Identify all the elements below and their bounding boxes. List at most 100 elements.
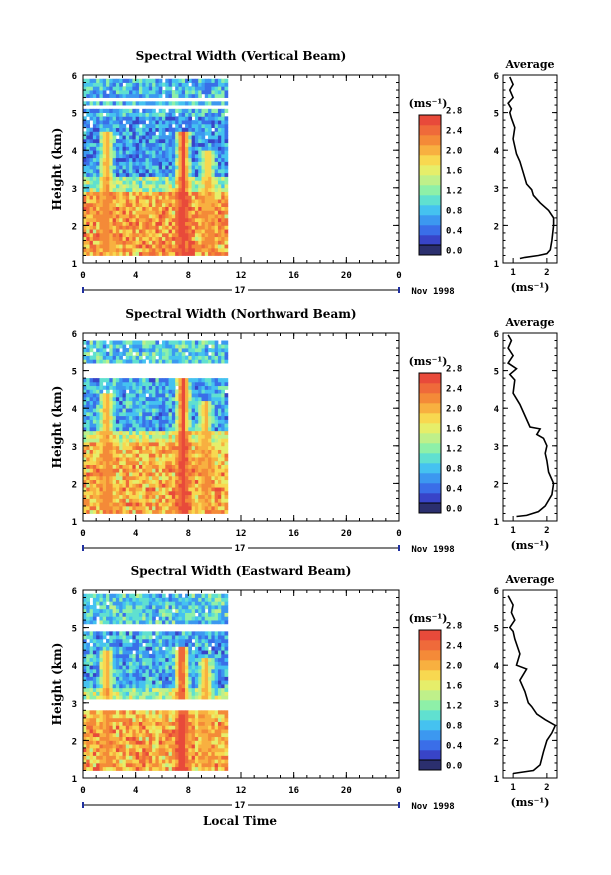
heatmap-cell-282 — [102, 187, 107, 192]
heatmap-cell-124 — [92, 509, 97, 514]
heatmap-cell-474 — [115, 131, 120, 136]
heatmap-cell-990 — [155, 199, 160, 204]
heatmap-cell-916 — [148, 138, 153, 144]
heatmap-cell-796 — [138, 78, 143, 83]
heatmap-cell-448 — [115, 232, 120, 238]
heatmap-cell-1367 — [191, 505, 196, 511]
heatmap-cell-1873 — [221, 202, 225, 207]
heatmap-cell-540 — [125, 494, 130, 499]
heatmap-cell-693 — [135, 631, 140, 636]
heatmap-cell-89 — [89, 744, 94, 749]
heatmap-cell-753 — [135, 78, 140, 83]
heatmap-cell-647 — [132, 400, 137, 405]
heatmap-cell-1708 — [208, 150, 212, 155]
heatmap-cell-1212 — [171, 184, 176, 189]
heatmap-cell-1083 — [162, 180, 166, 185]
heatmap-cell-1460 — [198, 472, 202, 477]
heatmap-cell-241 — [99, 605, 104, 610]
heatmap-cell-246 — [102, 762, 107, 768]
heatmap-cell-1677 — [204, 90, 209, 95]
heatmap-cell-297 — [106, 725, 110, 730]
heatmap-cell-162 — [92, 351, 97, 356]
heatmap-cell-390 — [112, 434, 117, 439]
heatmap-cell-1061 — [165, 400, 169, 405]
heatmap-cell-1013 — [162, 423, 166, 428]
heatmap-cell-17 — [83, 691, 87, 696]
heatmap-cell-1728 — [211, 244, 216, 249]
heatmap-cell-1466 — [191, 225, 196, 230]
heatmap-cell-1048 — [158, 142, 163, 147]
heatmap-cell-419 — [112, 172, 117, 177]
heatmap-cell-1504 — [201, 464, 206, 469]
heatmap-cell-1809 — [214, 101, 219, 106]
heatmap-cell-4 — [83, 236, 87, 241]
heatmap-cell-720 — [138, 438, 143, 443]
heatmap-cell-71 — [86, 646, 90, 651]
heatmap-cell-1285 — [185, 502, 189, 507]
heatmap-cell-1730 — [217, 396, 222, 402]
heatmap-cell-888 — [148, 244, 153, 249]
heatmap-cell-1793 — [224, 472, 229, 477]
heatmap-cell-49 — [86, 479, 90, 484]
heatmap-cell-952 — [152, 172, 156, 177]
heatmap-cell-1833 — [217, 184, 222, 189]
heatmap-cell-1090 — [168, 449, 173, 454]
heatmap-cell-642 — [132, 419, 137, 424]
heatmap-cell-971 — [158, 427, 163, 432]
heatmap-cell-900 — [148, 199, 153, 204]
heatmap-cell-795 — [138, 82, 143, 87]
heatmap-cell-989 — [158, 344, 163, 349]
heatmap-cell-217 — [99, 472, 104, 477]
heatmap-cell-1317 — [185, 381, 189, 387]
heatmap-cell-657 — [132, 601, 137, 606]
heatmap-cell-579 — [125, 236, 130, 241]
heatmap-cell-450 — [115, 351, 120, 356]
heatmap-cell-400 — [112, 244, 117, 249]
heatmap-cell-441 — [115, 638, 120, 644]
heatmap-cell-578 — [125, 240, 130, 245]
heatmap-cell-1118 — [171, 502, 176, 507]
heatmap-cell-283 — [102, 184, 107, 189]
heatmap-cell-1178 — [168, 142, 173, 147]
heatmap-cell-384 — [112, 695, 117, 700]
heatmap-cell-1088 — [162, 161, 166, 166]
heatmap-cell-1292 — [185, 475, 189, 481]
heatmap-cell-220 — [99, 251, 104, 256]
heatmap-cell-1587 — [198, 101, 202, 106]
heatmap-cell-1141 — [165, 116, 169, 121]
heatmap-cell-1297 — [185, 457, 189, 462]
heatmap-cell-891 — [148, 232, 153, 238]
heatmap-cell-1871 — [221, 210, 225, 215]
heatmap-cell-1647 — [204, 214, 209, 219]
heatmap-cell-295 — [106, 732, 110, 738]
heatmap-cell-491 — [119, 236, 123, 241]
heatmap-cell-539 — [125, 498, 130, 503]
heatmap-cell-1067 — [162, 240, 166, 245]
colorbar-swatch-0 — [419, 503, 441, 514]
heatmap-cell-983 — [155, 225, 160, 230]
heatmap-cell-492 — [119, 232, 123, 238]
heatmap-cell-512 — [122, 687, 127, 692]
heatmap-cell-793 — [145, 475, 150, 481]
heatmap-cell-1024 — [158, 232, 163, 238]
heatmap-cell-85 — [86, 82, 90, 87]
heatmap-cell-873 — [145, 135, 150, 140]
heatmap-cell-1101 — [168, 408, 173, 413]
heatmap-cell-462 — [119, 729, 123, 734]
heatmap-cell-174 — [96, 475, 100, 481]
heatmap-cell-344 — [106, 120, 110, 125]
heatmap-cell-1485 — [191, 153, 196, 159]
heatmap-cell-840 — [142, 82, 146, 87]
heatmap-cell-530 — [122, 378, 127, 383]
heatmap-cell-1508 — [194, 232, 199, 238]
heatmap-cell-1417 — [188, 244, 193, 249]
heatmap-cell-1682 — [214, 419, 219, 424]
heatmap-cell-922 — [155, 457, 160, 462]
heatmap-cell-1521 — [194, 184, 199, 189]
heatmap-cell-643 — [129, 161, 133, 166]
heatmap-cell-658 — [132, 340, 137, 345]
heatmap-cell-712 — [138, 468, 143, 473]
heatmap-cell-33 — [83, 631, 87, 636]
heatmap-cell-166 — [96, 759, 100, 764]
heatmap-cell-591 — [129, 453, 133, 458]
